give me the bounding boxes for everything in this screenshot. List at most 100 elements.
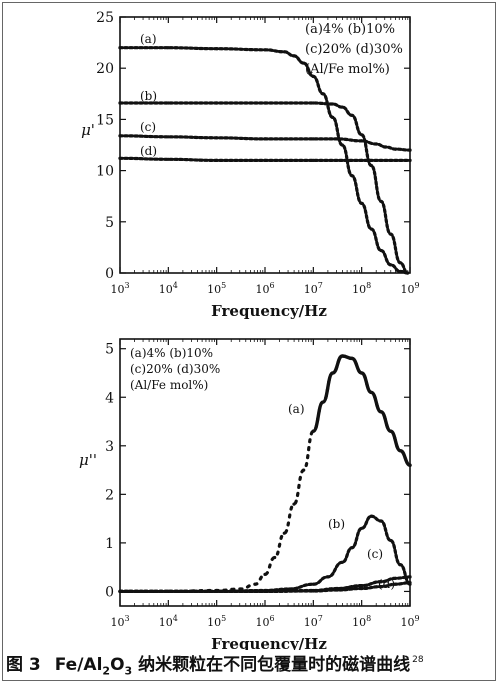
data-point	[360, 201, 364, 205]
data-point	[360, 158, 364, 162]
series-line	[118, 101, 410, 275]
data-point	[292, 502, 296, 506]
data-point	[360, 371, 364, 375]
data-point	[379, 410, 383, 414]
y-tick-label: 1	[105, 536, 114, 552]
data-point	[118, 589, 122, 594]
data-point	[166, 157, 170, 161]
y-tick-label: 3	[105, 439, 114, 455]
data-point	[340, 105, 344, 109]
data-point	[118, 156, 122, 160]
chart-mu-prime: 0 5 10 15 20 25 103 104 105 106 107 108 109 Frequency…	[81, 10, 419, 320]
caption-text: Fe/Al2O3 纳米颗粒在不同包覆量时的磁谱曲线	[54, 655, 410, 677]
data-point	[253, 582, 257, 586]
data-point	[389, 232, 393, 236]
data-point	[311, 137, 315, 141]
data-point	[335, 137, 340, 141]
data-point	[379, 248, 383, 253]
data-point	[379, 585, 383, 589]
data-point	[331, 371, 335, 375]
caption-reference: 28	[412, 655, 424, 665]
data-point	[311, 589, 315, 593]
data-point	[282, 50, 286, 54]
data-point	[350, 113, 354, 117]
data-point	[360, 586, 364, 591]
x-tick-label: 108	[352, 614, 371, 629]
x-tick-label: 104	[159, 614, 178, 629]
data-point	[350, 174, 354, 178]
x-tick-label: 109	[400, 281, 419, 296]
data-point	[360, 133, 364, 137]
data-point	[369, 227, 373, 231]
data-point	[335, 588, 340, 592]
data-point	[263, 137, 267, 141]
data-point	[311, 101, 315, 105]
data-point	[263, 48, 267, 52]
data-point	[398, 269, 402, 274]
y-axis-label: μ'	[81, 121, 95, 139]
chart-mu-double-prime: 0 1 2 3 4 5 103 104 105 106 107 108 109 Frequency/Hz μ…	[79, 338, 420, 650]
caption-formula-part: Fe/Al	[54, 655, 103, 675]
series-label: (d)	[378, 577, 395, 591]
caption-formula-part: O	[110, 655, 125, 675]
data-point	[379, 199, 383, 203]
y-tick-label: 15	[96, 112, 114, 128]
legend-entry: (Al/Fe mol%)	[130, 378, 208, 392]
x-tick-label: 103	[110, 614, 129, 629]
data-point	[311, 158, 315, 162]
series-label: (a)	[140, 32, 157, 46]
y-tick-label: 20	[96, 61, 114, 77]
y-tick-label: 25	[96, 10, 114, 26]
data-point	[350, 356, 354, 360]
data-point	[118, 134, 122, 138]
data-point	[166, 101, 170, 105]
legend-entry: (c)20% (d)30%	[130, 362, 220, 376]
x-tick-label: 103	[110, 281, 129, 296]
series-label: (a)	[288, 402, 305, 416]
data-point	[331, 102, 335, 106]
data-point	[166, 46, 170, 50]
series-line	[118, 581, 412, 593]
data-point	[379, 580, 383, 584]
data-point	[118, 101, 122, 105]
x-tick-label: 104	[159, 281, 178, 296]
data-point	[340, 560, 344, 564]
x-tick-label: 106	[255, 281, 274, 296]
data-point	[398, 449, 402, 453]
x-tick-label: 108	[352, 281, 371, 296]
data-point	[311, 74, 315, 78]
x-tick-label: 109	[400, 614, 419, 629]
data-point	[350, 546, 354, 550]
data-point	[263, 101, 267, 105]
data-point	[215, 47, 219, 51]
data-point	[379, 519, 383, 523]
data-point	[215, 136, 219, 140]
data-point	[398, 261, 402, 265]
data-point	[389, 538, 393, 543]
y-tick-label: 0	[105, 584, 114, 600]
series-label: (b)	[328, 517, 345, 531]
data-point	[360, 139, 364, 143]
data-point	[311, 429, 315, 433]
x-tick-label: 107	[304, 281, 323, 296]
legend-entry: (a)4% (b)10%	[305, 22, 395, 37]
legend-entry: (c)20% (d)30%	[305, 42, 403, 57]
y-axis-label: μ''	[79, 451, 97, 469]
data-point	[321, 400, 325, 404]
data-point	[302, 468, 306, 472]
data-point	[326, 575, 330, 579]
data-point	[408, 575, 412, 579]
data-point	[408, 581, 412, 585]
data-point	[282, 531, 286, 535]
data-point	[389, 429, 393, 433]
series-label: (c)	[367, 547, 383, 561]
data-point	[360, 584, 364, 588]
legend-entry: (a)4% (b)10%	[130, 346, 213, 360]
x-tick-label: 105	[207, 614, 226, 629]
data-point	[263, 589, 267, 594]
data-point	[408, 158, 412, 162]
data-point	[408, 463, 412, 467]
data-point	[384, 145, 388, 149]
series-label: (d)	[140, 144, 157, 158]
